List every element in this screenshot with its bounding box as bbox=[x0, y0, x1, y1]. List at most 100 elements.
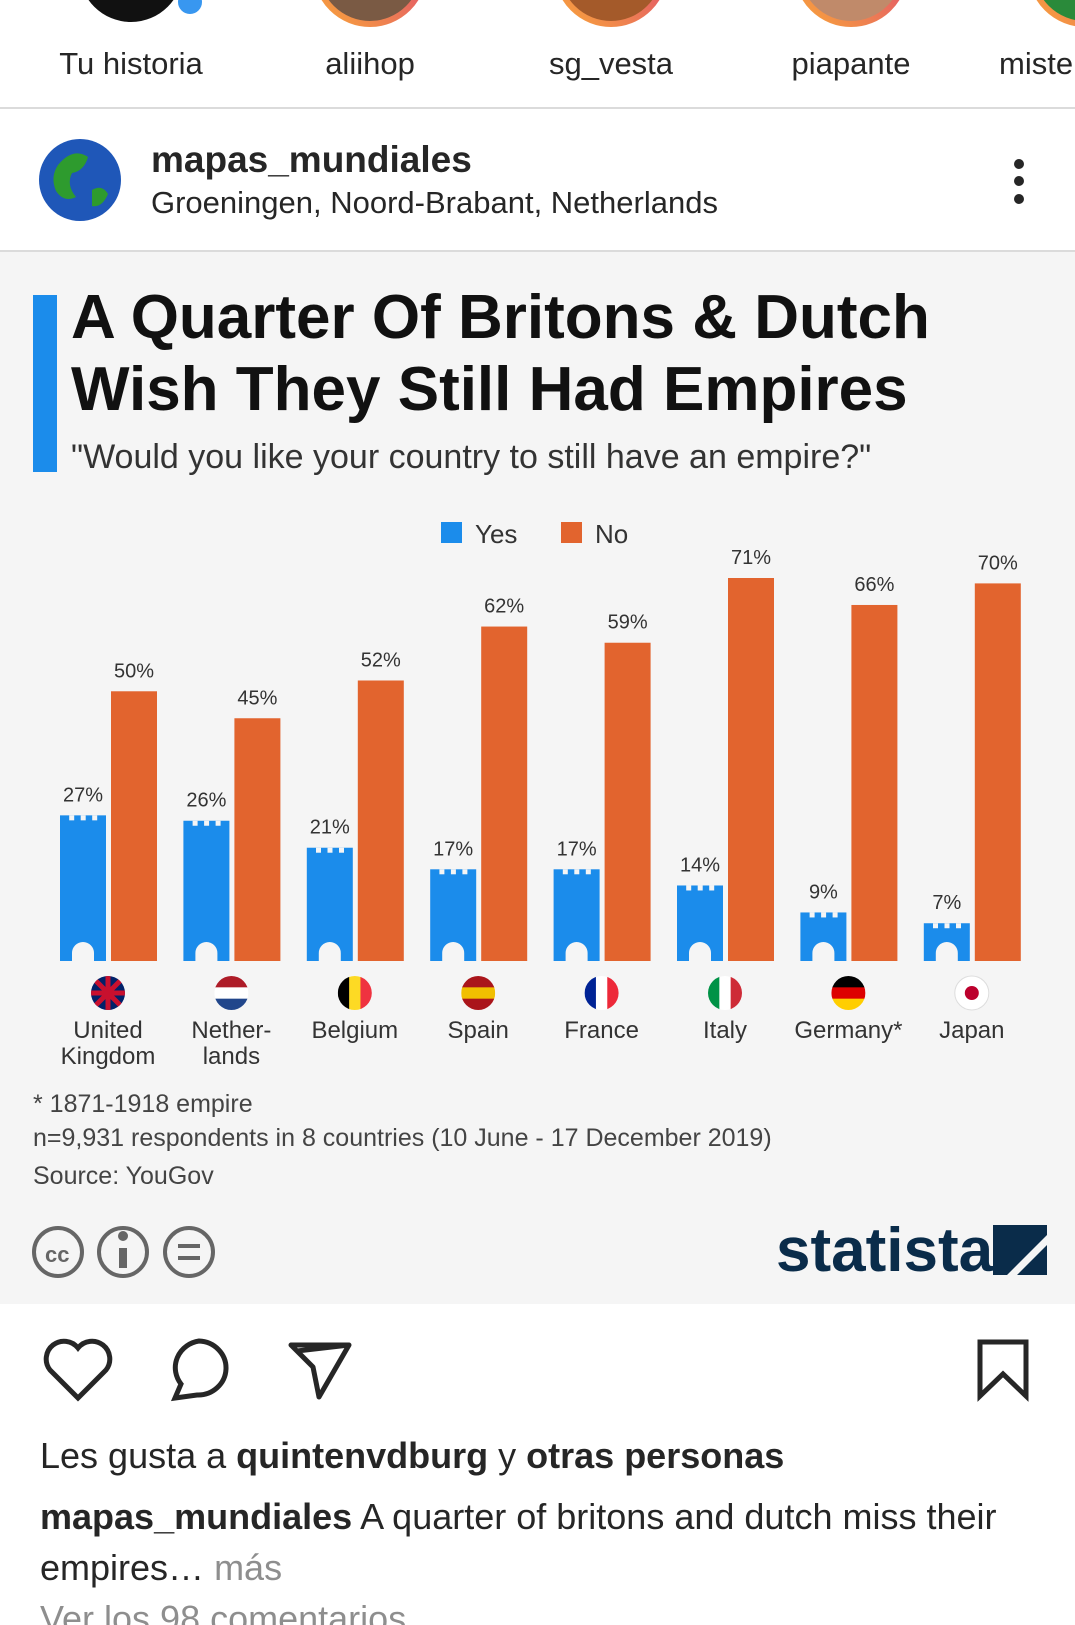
bar-arch bbox=[689, 942, 711, 961]
menu-dots[interactable] bbox=[1014, 159, 1024, 204]
save-button[interactable] bbox=[977, 1339, 1029, 1402]
post-location[interactable]: Groeningen, Noord-Brabant, Netherlands bbox=[151, 185, 718, 220]
story-avatar[interactable] bbox=[557, 0, 665, 27]
story-avatar[interactable] bbox=[316, 0, 424, 27]
comment-button[interactable] bbox=[170, 1338, 229, 1402]
cc-icon: cc bbox=[45, 1242, 69, 1267]
bar bbox=[481, 626, 528, 961]
battlement-gap bbox=[562, 869, 568, 875]
bar-arch bbox=[72, 942, 94, 961]
post-username[interactable]: mapas_mundiales bbox=[151, 139, 472, 180]
license-icons bbox=[32, 1226, 215, 1278]
x-tick-label: Nether- lands bbox=[191, 1017, 272, 1070]
legend-swatch bbox=[441, 522, 462, 543]
battlement-gap bbox=[956, 923, 961, 929]
battlement-gap bbox=[215, 820, 221, 826]
value-label: 21% bbox=[310, 817, 350, 839]
x-tick-label: Belgium bbox=[311, 1017, 399, 1044]
own-avatar[interactable] bbox=[79, 0, 183, 22]
battlement-gap bbox=[697, 885, 703, 891]
story-avatar[interactable] bbox=[797, 0, 905, 27]
battlement-gap bbox=[944, 923, 950, 929]
story-name[interactable]: piapante bbox=[791, 46, 911, 81]
battlement-gap bbox=[92, 815, 98, 821]
bar-arch bbox=[812, 942, 835, 961]
like-button[interactable] bbox=[43, 1338, 113, 1402]
x-tick-label: Italy bbox=[702, 1017, 748, 1044]
x-tick-label: Japan bbox=[939, 1017, 1005, 1044]
legend-swatch bbox=[561, 522, 582, 543]
add-story[interactable] bbox=[174, 0, 206, 18]
story-name[interactable]: Tu historia bbox=[59, 46, 203, 81]
note: n=9,931 respondents in 8 countries (10 J… bbox=[33, 1124, 772, 1152]
battlement-gap bbox=[192, 820, 198, 826]
battlement-gap bbox=[709, 885, 715, 891]
battlement-gap bbox=[462, 869, 468, 875]
source: Source: YouGov bbox=[33, 1162, 214, 1190]
bar-arch bbox=[935, 942, 958, 961]
bar-arch bbox=[318, 942, 341, 961]
flag-stripe bbox=[831, 987, 866, 1000]
story-name[interactable]: aliihop bbox=[325, 46, 415, 81]
likes-prefix: Les gusta a bbox=[40, 1435, 227, 1476]
share-button[interactable] bbox=[288, 1342, 352, 1400]
bar bbox=[851, 604, 898, 961]
flag-stripe bbox=[584, 976, 597, 1010]
battlement-gap bbox=[439, 869, 445, 875]
bar-arch bbox=[442, 942, 465, 961]
likers[interactable]: otras personas bbox=[526, 1435, 785, 1476]
flag-stripe bbox=[831, 998, 866, 1010]
bar bbox=[974, 583, 1021, 961]
bar bbox=[604, 642, 651, 961]
flag-stripe bbox=[214, 987, 249, 1000]
x-tick-label: Germany* bbox=[794, 1017, 903, 1044]
x-tick-label: United Kingdom bbox=[60, 1017, 156, 1070]
battlement-gap bbox=[809, 912, 815, 918]
globe bbox=[53, 153, 108, 207]
caption-text: A quarter of britons and dutch miss thei… bbox=[40, 1496, 997, 1588]
value-label: 71% bbox=[731, 547, 771, 569]
flag-stripe bbox=[708, 976, 720, 1010]
bar-arch bbox=[195, 942, 218, 961]
post-avatar[interactable] bbox=[39, 139, 121, 221]
footnote: * 1871-1918 empire bbox=[33, 1090, 253, 1118]
bar bbox=[60, 815, 106, 961]
likes-joiner: y bbox=[498, 1435, 517, 1476]
battlement-gap bbox=[316, 847, 321, 853]
flag-stripe bbox=[214, 976, 249, 988]
value-label: 59% bbox=[608, 612, 648, 634]
flag-dot bbox=[964, 986, 979, 1000]
battlement-gap bbox=[686, 885, 692, 891]
value-label: 66% bbox=[854, 574, 894, 596]
story-name[interactable]: miste bbox=[999, 46, 1074, 81]
value-label: 14% bbox=[680, 854, 720, 876]
story-avatar[interactable] bbox=[1031, 0, 1075, 27]
battlement-gap bbox=[339, 847, 344, 853]
flag-stripe bbox=[719, 976, 732, 1010]
battlement-gap bbox=[327, 847, 333, 853]
liker[interactable]: quintenvdburg bbox=[236, 1435, 489, 1476]
caption-username[interactable]: mapas_mundiales bbox=[40, 1496, 353, 1537]
value-label: 7% bbox=[932, 892, 961, 914]
battlement-gap bbox=[80, 815, 86, 821]
bar bbox=[728, 578, 774, 961]
comments-link[interactable]: Ver los 98 comentarios bbox=[40, 1598, 407, 1625]
flag-stripe bbox=[461, 976, 496, 988]
value-label: 17% bbox=[557, 838, 597, 860]
value-label: 27% bbox=[63, 784, 103, 806]
flag-stripe bbox=[214, 998, 249, 1010]
story-name[interactable]: sg_vesta bbox=[548, 46, 674, 81]
bar bbox=[183, 820, 230, 961]
value-label: 17% bbox=[433, 838, 473, 860]
value-label: 45% bbox=[237, 687, 277, 709]
caption: mapas_mundiales A quarter of britons and… bbox=[40, 1491, 1050, 1593]
flag-stripe bbox=[607, 976, 619, 1010]
battlement-gap bbox=[585, 869, 591, 875]
flag-stripe bbox=[461, 998, 496, 1010]
bar-arch bbox=[565, 942, 588, 961]
value-label: 50% bbox=[114, 660, 154, 682]
legend-label: Yes bbox=[475, 519, 517, 549]
more-link[interactable]: más bbox=[214, 1547, 283, 1588]
battlement-gap bbox=[933, 923, 938, 929]
